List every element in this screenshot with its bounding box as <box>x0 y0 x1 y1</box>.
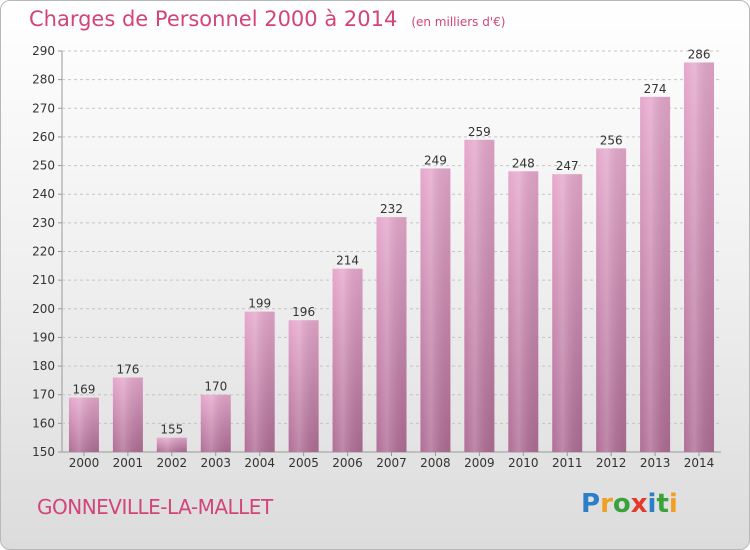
data-label: 256 <box>600 133 623 147</box>
y-tick-label: 280 <box>32 73 55 87</box>
x-tick-label: 2002 <box>157 456 188 470</box>
data-label: 249 <box>424 153 447 167</box>
logo-letter: P <box>581 489 601 519</box>
logo-letter: r <box>600 489 613 519</box>
data-label: 286 <box>688 47 711 61</box>
x-tick-label: 2009 <box>464 456 495 470</box>
data-label: 199 <box>248 297 271 311</box>
data-label: 169 <box>73 383 96 397</box>
bar-shine <box>640 96 671 452</box>
x-tick-label: 2006 <box>332 456 363 470</box>
bar-shine <box>684 62 715 452</box>
bar-shine <box>200 394 231 452</box>
proxiti-logo: Proxiti <box>581 489 691 525</box>
bar-shine <box>332 268 363 452</box>
bar-shine <box>596 148 627 452</box>
y-tick-label: 220 <box>32 245 55 259</box>
x-tick-label: 2014 <box>684 456 715 470</box>
bar-shine <box>376 217 407 452</box>
data-label: 259 <box>468 125 491 139</box>
x-tick-label: 2011 <box>552 456 583 470</box>
logo-letter: o <box>612 489 631 519</box>
bar-shine <box>244 311 275 452</box>
y-tick-label: 270 <box>32 101 55 115</box>
bar-shine <box>508 171 539 453</box>
bar-shine <box>288 320 319 452</box>
logo-letter: t <box>656 489 669 519</box>
chart-title: Charges de Personnel 2000 à 2014 (en mill… <box>29 7 506 31</box>
x-tick-label: 2010 <box>508 456 539 470</box>
y-tick-label: 180 <box>32 359 55 373</box>
logo-letter: x <box>630 489 648 519</box>
data-label: 214 <box>336 254 359 268</box>
bar-shine <box>112 377 143 452</box>
data-label: 248 <box>512 156 535 170</box>
x-tick-label: 2007 <box>376 456 407 470</box>
x-tick-label: 2008 <box>420 456 451 470</box>
data-label: 232 <box>380 202 403 216</box>
data-label: 176 <box>116 363 139 377</box>
bar-shine <box>156 437 187 452</box>
data-label: 274 <box>644 82 667 96</box>
x-tick-label: 2000 <box>69 456 100 470</box>
data-label: 155 <box>160 423 183 437</box>
x-tick-label: 2012 <box>596 456 627 470</box>
x-tick-label: 2003 <box>200 456 231 470</box>
y-tick-label: 230 <box>32 216 55 230</box>
data-label: 196 <box>292 305 315 319</box>
y-tick-label: 240 <box>32 187 55 201</box>
x-tick-label: 2013 <box>640 456 671 470</box>
bar-shine <box>464 139 495 453</box>
y-tick-label: 170 <box>32 388 55 402</box>
bar-shine <box>420 168 451 452</box>
x-tick-label: 2001 <box>113 456 144 470</box>
y-tick-label: 290 <box>32 44 55 58</box>
y-tick-label: 210 <box>32 273 55 287</box>
logo-letter: i <box>668 489 678 519</box>
chart-subtitle: (en milliers d'€) <box>411 15 506 29</box>
y-tick-label: 160 <box>32 416 55 430</box>
data-label: 170 <box>204 380 227 394</box>
commune-name: GONNEVILLE-LA-MALLET <box>37 495 273 519</box>
y-tick-label: 150 <box>32 445 55 459</box>
data-label: 247 <box>556 159 579 173</box>
bar-shine <box>68 397 99 452</box>
x-tick-label: 2005 <box>288 456 319 470</box>
y-tick-label: 260 <box>32 130 55 144</box>
x-tick-label: 2004 <box>244 456 275 470</box>
bar-shine <box>552 174 583 452</box>
y-tick-label: 250 <box>32 159 55 173</box>
y-tick-label: 190 <box>32 330 55 344</box>
logo-letter: i <box>647 489 657 519</box>
y-tick-label: 200 <box>32 302 55 316</box>
